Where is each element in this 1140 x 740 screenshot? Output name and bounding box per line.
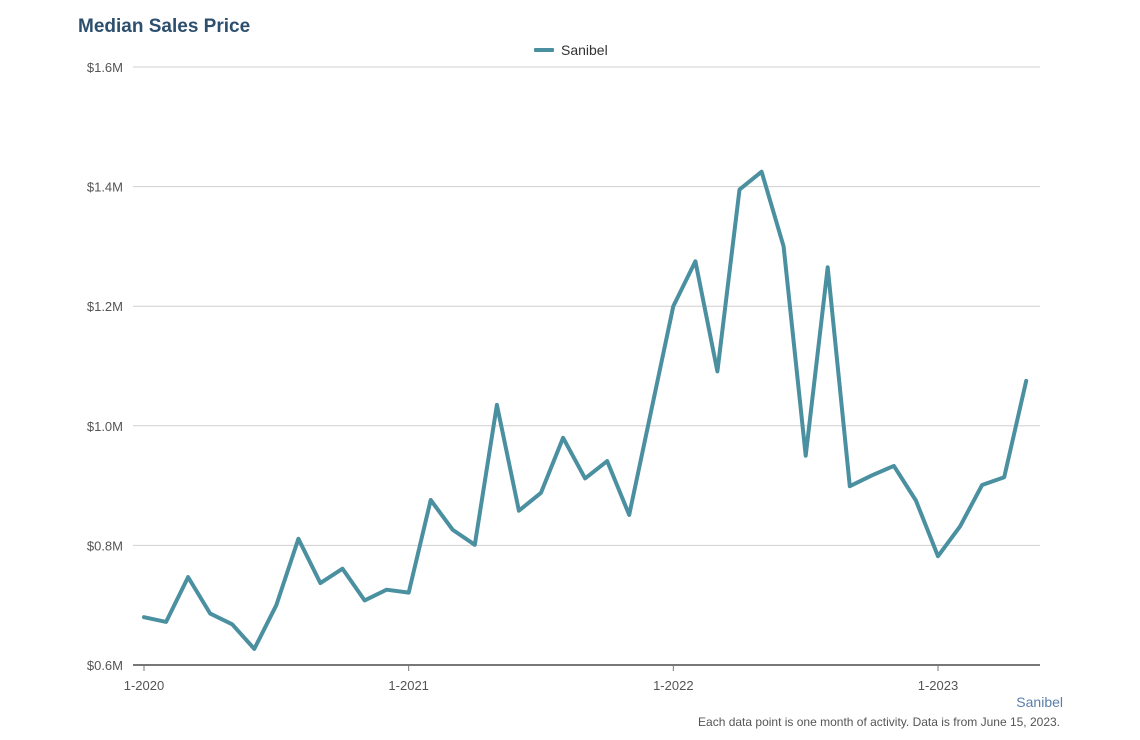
y-tick-label: $1.0M bbox=[87, 419, 123, 434]
y-tick-label: $0.8M bbox=[87, 538, 123, 553]
series-line bbox=[142, 169, 1029, 651]
y-tick-label: $1.6M bbox=[87, 60, 123, 75]
x-tick-label: 1-2023 bbox=[918, 678, 958, 693]
x-tick-label: 1-2020 bbox=[124, 678, 164, 693]
y-tick-label: $1.4M bbox=[87, 180, 123, 195]
y-tick-label: $1.2M bbox=[87, 299, 123, 314]
x-tick-label: 1-2021 bbox=[388, 678, 428, 693]
legend-swatch bbox=[534, 48, 554, 52]
footer-region-label: Sanibel bbox=[1016, 694, 1063, 710]
legend-label: Sanibel bbox=[561, 42, 608, 58]
y-tick-label: $0.6M bbox=[87, 658, 123, 673]
legend: Sanibel bbox=[534, 42, 608, 58]
chart-title: Median Sales Price bbox=[78, 16, 251, 37]
x-tick-label: 1-2022 bbox=[653, 678, 693, 693]
footer-note: Each data point is one month of activity… bbox=[698, 715, 1060, 729]
